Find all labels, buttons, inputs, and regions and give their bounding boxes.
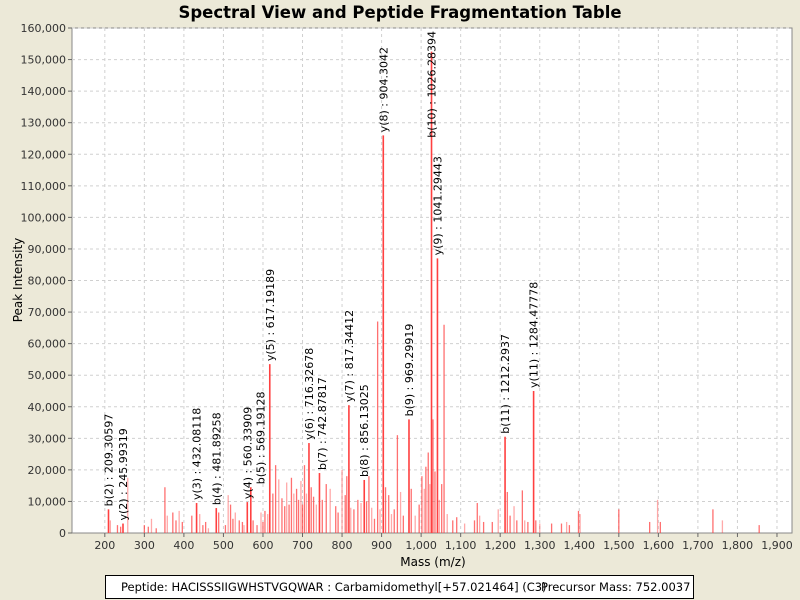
x-tick-label: 900 bbox=[371, 539, 392, 552]
x-tick-label: 1,400 bbox=[564, 539, 596, 552]
peak-annotation-label: b(10) : 1026.28394 bbox=[426, 31, 439, 138]
y-tick-label: 90,000 bbox=[28, 243, 67, 256]
x-tick-label: 1,200 bbox=[484, 539, 516, 552]
y-tick-label: 120,000 bbox=[21, 148, 67, 161]
y-tick-label: 130,000 bbox=[21, 117, 67, 130]
x-tick-label: 300 bbox=[134, 539, 155, 552]
annotations: b(2) : 209.30597 y(2) : 245.99319 y(3) : 4… bbox=[102, 31, 540, 521]
peak-annotation-label: b(8) : 856.13025 bbox=[358, 384, 371, 477]
y-tick-label: 0 bbox=[59, 527, 66, 540]
y-tick-label: 100,000 bbox=[21, 211, 67, 224]
x-tick-label: 400 bbox=[173, 539, 194, 552]
x-axis-label: Mass (m/z) bbox=[400, 555, 465, 569]
y-tick-label: 80,000 bbox=[28, 275, 67, 288]
x-tick-label: 1,900 bbox=[761, 539, 793, 552]
y-tick-label: 20,000 bbox=[28, 464, 67, 477]
peak-annotation-label: y(5) : 617.19189 bbox=[264, 269, 277, 361]
axes: 200 300 400 500 600 700 800 900 1,000 1,100 1,200 1… bbox=[21, 22, 793, 552]
peak-annotation-label: y(9) : 1041.29443 bbox=[431, 156, 444, 255]
y-tick-label: 110,000 bbox=[21, 180, 67, 193]
x-tick-label: 1,600 bbox=[643, 539, 675, 552]
y-tick-label: 70,000 bbox=[28, 306, 67, 319]
x-tick-label: 800 bbox=[332, 539, 353, 552]
peak-annotation-label: b(5) : 569.19128 bbox=[254, 391, 267, 484]
x-tick-label: 700 bbox=[292, 539, 313, 552]
peak-annotation-label: y(6) : 716.32678 bbox=[303, 348, 316, 440]
y-tick-label: 160,000 bbox=[21, 22, 67, 35]
peptide-label: Peptide: HACISSSIIGWHSTVGQWAR : Carbamid… bbox=[121, 580, 547, 594]
x-tick-label: 1,000 bbox=[405, 539, 437, 552]
y-axis-label: Peak Intensity bbox=[11, 238, 25, 323]
peak-annotation-label: b(9) : 969.29919 bbox=[403, 324, 416, 417]
x-tick-label: 1,500 bbox=[603, 539, 635, 552]
x-tick-label: 1,300 bbox=[524, 539, 556, 552]
peptide-info-box: Peptide: HACISSSIIGWHSTVGQWAR : Carbamid… bbox=[105, 575, 694, 599]
y-tick-label: 10,000 bbox=[28, 495, 67, 508]
peak-annotation-label: b(2) : 209.30597 bbox=[102, 414, 115, 507]
peak-annotation-label: b(11) : 1212.2937 bbox=[499, 334, 512, 434]
peak-annotation-label: y(2) : 245.99319 bbox=[117, 428, 130, 520]
peak-annotation-label: y(8) : 904.3042 bbox=[377, 47, 390, 132]
y-tick-label: 40,000 bbox=[28, 401, 67, 414]
peak-annotation-label: y(7) : 817.34412 bbox=[343, 310, 356, 402]
peak-annotation-label: b(7) : 742.87817 bbox=[316, 377, 329, 470]
x-tick-label: 1,100 bbox=[445, 539, 477, 552]
spectrum-chart: b(2) : 209.30597 y(2) : 245.99319 y(3) : 4… bbox=[11, 22, 793, 569]
peaks bbox=[107, 51, 760, 533]
peak-annotation-label: y(11) : 1284.47778 bbox=[528, 282, 541, 388]
y-tick-label: 60,000 bbox=[28, 338, 67, 351]
y-tick-label: 150,000 bbox=[21, 54, 67, 67]
peak-annotation-label: b(4) : 481.89258 bbox=[210, 412, 223, 505]
x-tick-label: 500 bbox=[213, 539, 234, 552]
precursor-mass-label: Precursor Mass: 752.0037 bbox=[541, 580, 691, 594]
peak-annotation-label: y(4) : 560.33909 bbox=[241, 407, 254, 499]
x-tick-label: 200 bbox=[94, 539, 115, 552]
x-tick-label: 600 bbox=[252, 539, 273, 552]
peak-annotation-label: y(3) : 432.08118 bbox=[191, 408, 204, 500]
y-tick-label: 140,000 bbox=[21, 85, 67, 98]
x-tick-label: 1,800 bbox=[722, 539, 754, 552]
y-tick-label: 50,000 bbox=[28, 369, 67, 382]
x-tick-label: 1,700 bbox=[682, 539, 714, 552]
y-tick-label: 30,000 bbox=[28, 432, 67, 445]
chart-title: Spectral View and Peptide Fragmentation … bbox=[178, 3, 622, 22]
